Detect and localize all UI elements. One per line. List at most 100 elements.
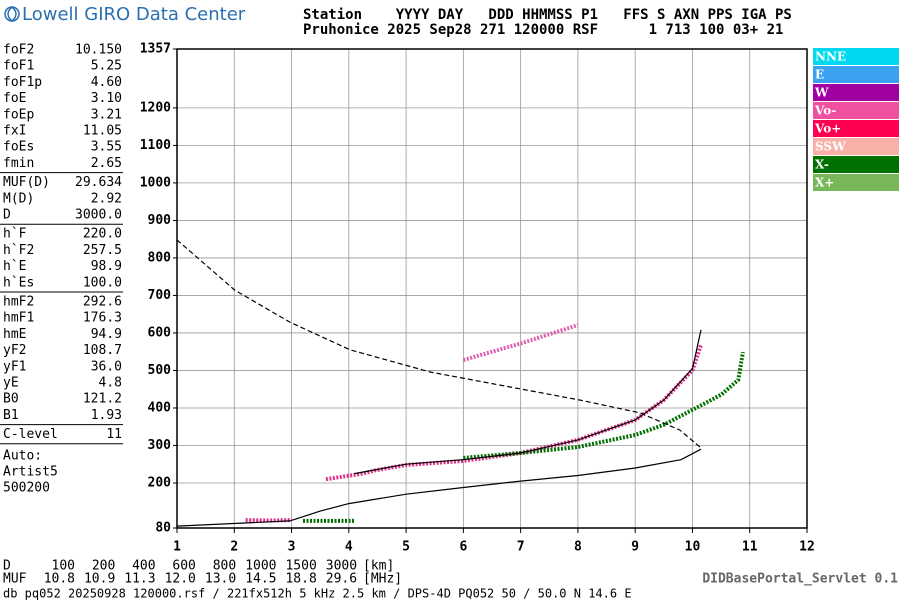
param-value: 257.5 xyxy=(83,243,122,258)
legend-label: NNE xyxy=(815,50,846,64)
legend-label: W xyxy=(814,86,829,100)
y-tick-label: 500 xyxy=(148,363,172,378)
param-name: yF2 xyxy=(3,343,26,358)
param-value: 3.55 xyxy=(91,140,122,155)
logo-text: Lowell GIRO Data Center xyxy=(22,4,246,25)
param-value: 10.150 xyxy=(75,43,122,58)
param-value: 3.10 xyxy=(91,91,122,106)
param-value: 100.0 xyxy=(83,275,122,290)
y-tick-label: 1100 xyxy=(140,138,171,153)
muf-unit: [MHz] xyxy=(363,572,402,587)
param-name: fxI xyxy=(3,124,26,139)
trace xyxy=(325,344,703,482)
y-tick-label: 600 xyxy=(148,325,172,340)
param-name: MUF(D) xyxy=(3,175,50,190)
param-name: foE xyxy=(3,91,26,106)
trace xyxy=(463,351,745,460)
param-value: 220.0 xyxy=(83,227,122,242)
legend-label: Vo+ xyxy=(814,122,841,136)
legend-label: SSW xyxy=(815,140,846,154)
param-value: 3000.0 xyxy=(75,208,122,223)
header-line: Station YYYY DAY DDD HHMMSS P1 FFS S AXN… xyxy=(303,7,792,23)
param-name: h`Es xyxy=(3,275,34,290)
trace xyxy=(354,329,702,475)
x-tick-label: 1 xyxy=(173,540,181,555)
y-tick-label: 1200 xyxy=(140,100,171,115)
param-name: h`E xyxy=(3,259,26,274)
param-name: foF2 xyxy=(3,43,34,58)
legend-swatch xyxy=(813,66,899,83)
legend-label: Vo- xyxy=(814,104,836,118)
legend-swatch xyxy=(813,174,899,191)
x-tick-label: 11 xyxy=(742,540,758,555)
y-tick-label: 300 xyxy=(148,438,172,453)
x-tick-label: 5 xyxy=(402,540,410,555)
muf-label: MUF xyxy=(3,572,27,587)
legend-swatch xyxy=(813,156,899,173)
x-tick-label: 10 xyxy=(685,540,701,555)
distance: 600 xyxy=(172,559,195,574)
param-value: 5.25 xyxy=(91,59,122,74)
x-tick-label: 8 xyxy=(574,540,582,555)
muf-value: 13.0 xyxy=(205,572,236,587)
x-tick-label: 9 xyxy=(631,540,639,555)
param-value: 108.7 xyxy=(83,343,122,358)
param-value: 121.2 xyxy=(83,392,122,407)
header-line: Pruhonice 2025 Sep28 271 120000 RSF 1 71… xyxy=(303,22,783,38)
y-tick-label: 400 xyxy=(148,400,172,415)
muf-value: 14.5 xyxy=(245,572,276,587)
param-name: M(D) xyxy=(3,191,34,206)
param-value: 2.65 xyxy=(91,156,122,171)
param-name: foEs xyxy=(3,140,34,155)
legend-swatch xyxy=(813,102,899,119)
distance: 1000 xyxy=(245,559,276,574)
param-name: hmE xyxy=(3,327,26,342)
y-tick-label: 80 xyxy=(155,521,171,536)
legend-swatch xyxy=(813,138,899,155)
plot-frame xyxy=(176,48,808,529)
param-name: foEp xyxy=(3,107,34,122)
param-name: h`F2 xyxy=(3,243,34,258)
distance: 400 xyxy=(132,559,155,574)
autoscaling-text: 500200 xyxy=(3,480,50,495)
autoscaling-text: Auto: xyxy=(3,448,42,463)
param-name: yE xyxy=(3,376,19,391)
y-tick-label: 1357 xyxy=(140,42,171,57)
y-tick-label: 1000 xyxy=(140,175,171,190)
logo-icon xyxy=(4,6,20,22)
legend-swatch xyxy=(813,48,899,65)
d-label: D xyxy=(3,559,11,574)
param-value: 36.0 xyxy=(91,359,122,374)
trace xyxy=(176,448,702,527)
muf-value: 11.3 xyxy=(124,572,155,587)
legend-swatch xyxy=(813,120,899,137)
param-value: 1.93 xyxy=(91,408,122,423)
param-value: 2.92 xyxy=(91,191,122,206)
x-tick-label: 4 xyxy=(345,540,353,555)
y-tick-label: 800 xyxy=(148,250,172,265)
legend-label: X- xyxy=(815,158,829,172)
param-value: 11 xyxy=(106,427,122,442)
x-tick-label: 2 xyxy=(230,540,238,555)
y-tick-label: 200 xyxy=(148,475,172,490)
param-name: hmF2 xyxy=(3,295,34,310)
param-name: D xyxy=(3,208,11,223)
param-value: 4.8 xyxy=(99,376,122,391)
muf-value: 10.9 xyxy=(84,572,115,587)
param-value: 4.60 xyxy=(91,75,122,90)
muf-value: 29.6 xyxy=(326,572,357,587)
param-name: hmF1 xyxy=(3,311,34,326)
legend-label: E xyxy=(815,68,824,82)
d-unit: [km] xyxy=(363,559,394,574)
x-tick-label: 7 xyxy=(517,540,525,555)
param-value: 292.6 xyxy=(83,295,122,310)
distance: 200 xyxy=(92,559,115,574)
muf-value: 12.0 xyxy=(165,572,196,587)
x-tick-label: 3 xyxy=(288,540,296,555)
param-name: yF1 xyxy=(3,359,26,374)
param-value: 94.9 xyxy=(91,327,122,342)
legend-swatch xyxy=(813,84,899,101)
param-name: fmin xyxy=(3,156,34,171)
muf-value: 10.8 xyxy=(44,572,75,587)
